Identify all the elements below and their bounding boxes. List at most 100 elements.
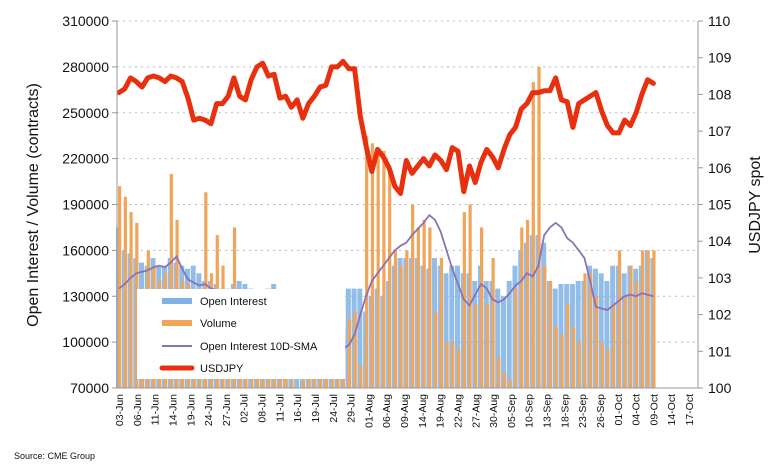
volume-bar: [612, 303, 616, 388]
volume-bar: [434, 311, 438, 388]
volume-bar: [129, 212, 133, 388]
volume-bar: [135, 222, 139, 388]
volume-bar: [301, 380, 306, 388]
x-tick-label: 18-Sep: [559, 394, 571, 428]
volume-bar: [646, 250, 650, 388]
volume-bar: [491, 258, 495, 388]
volume-bar: [399, 265, 403, 388]
volume-bar: [566, 303, 570, 388]
x-tick-label: 02-Jul: [239, 394, 251, 423]
volume-bar: [583, 273, 587, 388]
legend-label-volume: Volume: [200, 318, 237, 330]
x-tick-label: 06-Aug: [381, 394, 393, 428]
x-tick-label: 19-Jun: [185, 394, 197, 426]
volume-bar: [428, 227, 432, 388]
volume-bar: [307, 372, 311, 388]
volume-bar: [600, 342, 604, 388]
y-tick-label-right: 102: [708, 307, 732, 323]
x-tick-label: 19-Aug: [435, 394, 447, 428]
volume-bar: [652, 250, 656, 388]
open-interest-bar: [575, 280, 581, 388]
volume-bar: [629, 265, 633, 388]
volume-bar: [416, 227, 420, 388]
volume-bar: [290, 380, 294, 388]
volume-bar: [382, 150, 386, 388]
volume-bar: [554, 326, 558, 388]
volume-bar: [502, 372, 507, 388]
volume-bar: [635, 280, 639, 388]
volume-bar: [537, 66, 541, 388]
volume-bar: [543, 265, 547, 388]
x-tick-label: 14-Aug: [417, 394, 429, 428]
x-tick-label: 23-Sep: [577, 394, 589, 428]
x-tick-label: 24-Jul: [328, 394, 340, 423]
x-tick-label: 09-Aug: [399, 394, 411, 428]
y-tick-label-right: 100: [708, 380, 732, 396]
open-interest-sma-line: [118, 213, 654, 353]
x-tick-label: 04-Oct: [631, 394, 643, 426]
y-axis-left-title: Open Interest / Volume (contracts): [25, 83, 42, 327]
volume-bar: [370, 143, 375, 388]
axes: 70000 100000 130000 160000 190000 220000 25000…: [62, 13, 731, 428]
volume-bar: [411, 204, 415, 388]
legend-swatch-open-interest: [162, 298, 192, 304]
volume-bar: [508, 380, 512, 388]
volume-bar: [594, 296, 599, 388]
volume-bar: [640, 250, 645, 388]
legend-label-usdjpy: USDJPY: [200, 363, 244, 375]
volume-bar: [468, 204, 472, 388]
y-axis-right-title: USDJPY spot: [747, 156, 764, 254]
x-tick-label: 11-Jul: [274, 394, 286, 422]
y-tick-label-left: 280000: [62, 59, 109, 75]
volume-bar: [273, 372, 277, 388]
volume-bar: [439, 258, 443, 388]
y-tick-label-left: 130000: [62, 288, 109, 304]
volume-bar: [548, 280, 553, 388]
volume-bar: [589, 273, 593, 388]
legend-swatch-volume: [162, 320, 192, 326]
x-tick-label: 22-Aug: [452, 394, 464, 428]
y-tick-label-right: 104: [708, 233, 732, 249]
y-tick-label-left: 100000: [62, 334, 109, 350]
volume-bar: [514, 288, 518, 388]
y-tick-label-left: 220000: [62, 151, 109, 167]
volume-bar: [577, 342, 581, 388]
x-tick-label: 29-Jul: [346, 394, 358, 423]
source-note: Source: CME Group: [14, 451, 95, 461]
y-tick-label-right: 105: [708, 197, 732, 213]
y-tick-label-left: 70000: [70, 380, 109, 396]
volume-bar: [520, 227, 524, 388]
volume-bar: [388, 166, 392, 388]
volume-bar: [606, 349, 610, 388]
open-interest-bar: [604, 280, 610, 388]
y-tick-label-right: 108: [708, 86, 732, 102]
open-interest-bar: [506, 280, 512, 388]
y-tick-label-right: 110: [708, 13, 731, 29]
y-tick-label-right: 103: [708, 270, 732, 286]
volume-bar: [485, 303, 489, 388]
y-tick-label-left: 250000: [62, 105, 109, 121]
open-interest-bar: [357, 288, 363, 388]
x-tick-label: 16-Jul: [292, 394, 304, 423]
x-tick-label: 05-Sep: [506, 394, 518, 428]
volume-bar: [531, 82, 535, 389]
y-tick-label-right: 106: [708, 160, 732, 176]
volume-bar: [617, 250, 622, 388]
volume-bar: [353, 311, 357, 388]
usdjpy-line: [116, 58, 656, 196]
volume-bar: [560, 334, 564, 388]
legend-label-open-interest: Open Interest: [200, 296, 267, 308]
x-tick-label: 17-Oct: [684, 394, 696, 426]
volume-bar: [169, 173, 173, 388]
y-tick-label-right: 109: [708, 50, 732, 66]
x-tick-label: 11-Jun: [150, 394, 162, 425]
volume-bar: [623, 296, 627, 388]
volume-bar: [479, 227, 484, 388]
x-tick-label: 06-Jun: [132, 394, 144, 426]
legend: Open Interest Volume Open Interest 10D-S…: [137, 289, 345, 379]
volume-bar: [405, 250, 409, 388]
volume-bar: [376, 150, 380, 388]
volume-bar: [365, 135, 369, 388]
x-tick-label: 14-Oct: [666, 394, 678, 426]
lines: [116, 58, 656, 353]
